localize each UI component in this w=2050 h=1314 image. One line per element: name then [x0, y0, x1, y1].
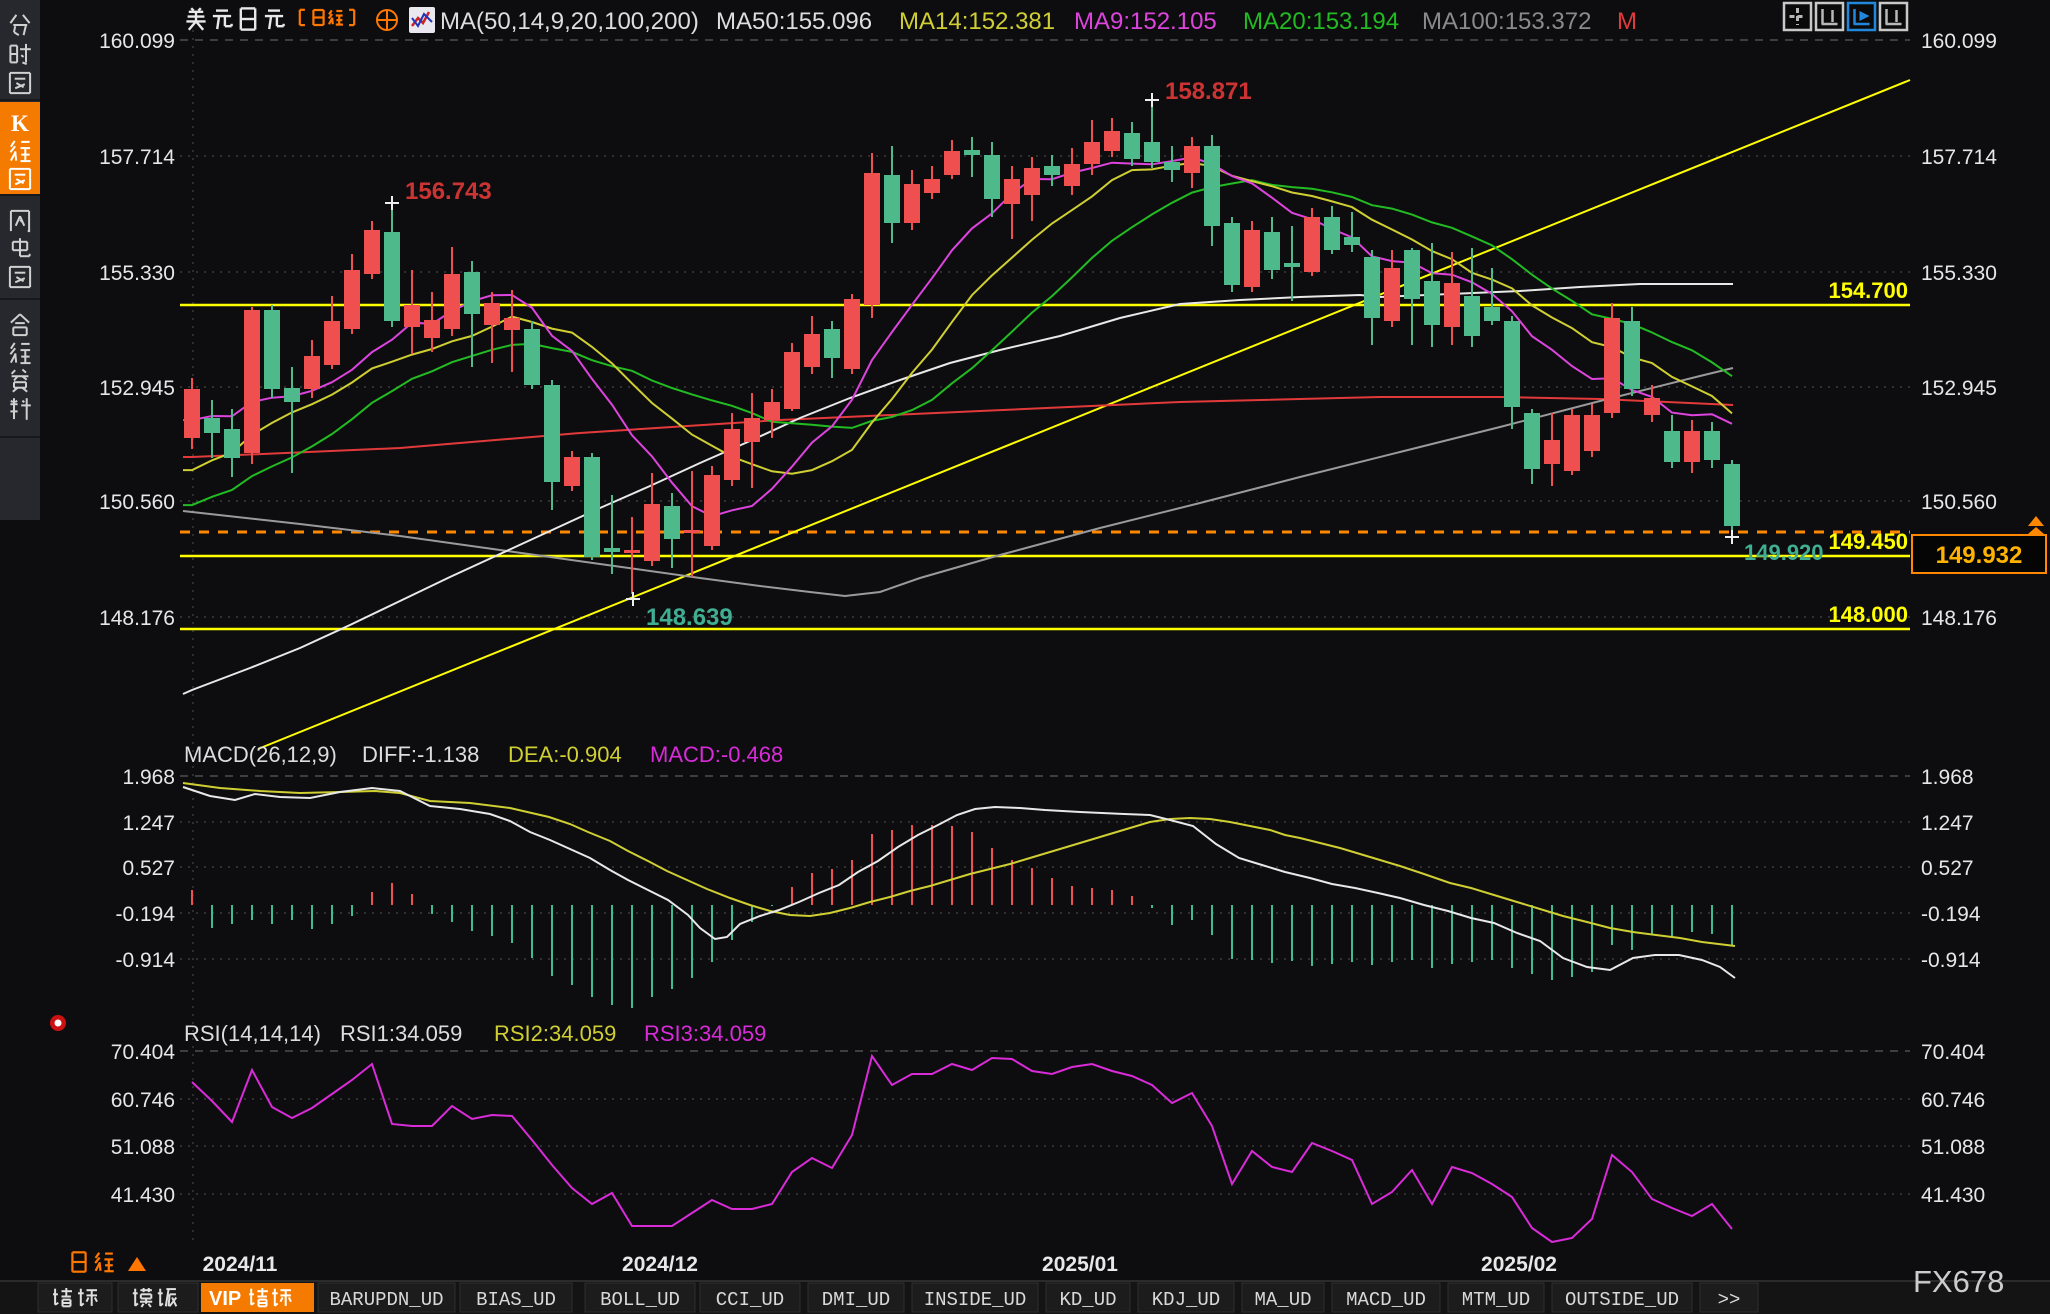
- svg-text:2025/02: 2025/02: [1481, 1253, 1557, 1276]
- svg-text:160.099: 160.099: [1921, 30, 1997, 53]
- svg-text:150.560: 150.560: [1921, 491, 1997, 514]
- svg-text:KD_UD: KD_UD: [1059, 1289, 1116, 1311]
- svg-text:RSI3:34.059: RSI3:34.059: [644, 1021, 766, 1046]
- svg-text:M: M: [1617, 8, 1637, 35]
- svg-text:RSI(14,14,14): RSI(14,14,14): [184, 1021, 321, 1046]
- svg-text:148.176: 148.176: [1921, 607, 1997, 630]
- svg-text:148.639: 148.639: [646, 604, 733, 631]
- svg-text:60.746: 60.746: [1921, 1089, 1985, 1112]
- svg-text:148.000: 148.000: [1828, 602, 1908, 627]
- svg-text:DEA:-0.904: DEA:-0.904: [508, 742, 622, 767]
- svg-text:70.404: 70.404: [111, 1041, 176, 1064]
- svg-text:-0.194: -0.194: [115, 903, 175, 926]
- svg-text:41.430: 41.430: [111, 1184, 175, 1207]
- svg-text:157.714: 157.714: [1921, 146, 1997, 169]
- svg-text:51.088: 51.088: [111, 1136, 175, 1159]
- svg-text:156.743: 156.743: [405, 178, 492, 205]
- svg-text:>>: >>: [1718, 1289, 1741, 1311]
- svg-text:2024/11: 2024/11: [203, 1253, 278, 1276]
- svg-text:1.968: 1.968: [1921, 766, 1974, 789]
- svg-text:158.871: 158.871: [1165, 78, 1252, 105]
- svg-text:60.746: 60.746: [111, 1089, 175, 1112]
- svg-text:-0.914: -0.914: [1921, 949, 1981, 972]
- svg-text:MTM_UD: MTM_UD: [1462, 1289, 1530, 1311]
- svg-text:1.247: 1.247: [122, 812, 175, 835]
- svg-text:DMI_UD: DMI_UD: [822, 1289, 890, 1311]
- svg-text:149.450: 149.450: [1828, 529, 1908, 554]
- svg-text:148.176: 148.176: [99, 607, 175, 630]
- svg-text:MACD_UD: MACD_UD: [1346, 1289, 1426, 1311]
- svg-text:BOLL_UD: BOLL_UD: [600, 1289, 680, 1311]
- svg-text:0.527: 0.527: [122, 857, 175, 880]
- svg-text:51.088: 51.088: [1921, 1136, 1985, 1159]
- svg-text:BARUPDN_UD: BARUPDN_UD: [329, 1289, 443, 1311]
- svg-text:FX678: FX678: [1913, 1264, 2004, 1299]
- svg-text:MA14:152.381: MA14:152.381: [899, 8, 1055, 35]
- svg-text:150.560: 150.560: [99, 491, 175, 514]
- svg-text:0.527: 0.527: [1921, 857, 1974, 880]
- svg-text:MACD(26,12,9): MACD(26,12,9): [184, 742, 337, 767]
- svg-text:KDJ_UD: KDJ_UD: [1152, 1289, 1220, 1311]
- svg-text:154.700: 154.700: [1828, 278, 1908, 303]
- svg-text:CCI_UD: CCI_UD: [716, 1289, 784, 1311]
- svg-text:MA(50,14,9,20,100,200): MA(50,14,9,20,100,200): [440, 8, 699, 35]
- svg-text:DIFF:-1.138: DIFF:-1.138: [362, 742, 479, 767]
- svg-text:MA9:152.105: MA9:152.105: [1074, 8, 1217, 35]
- svg-text:2025/01: 2025/01: [1042, 1253, 1118, 1276]
- svg-text:MA100:153.372: MA100:153.372: [1422, 8, 1591, 35]
- svg-text:157.714: 157.714: [99, 146, 175, 169]
- svg-text:K: K: [11, 111, 29, 136]
- svg-text:155.330: 155.330: [1921, 262, 1997, 285]
- svg-text:149.920: 149.920: [1744, 540, 1824, 565]
- svg-text:1.968: 1.968: [122, 766, 175, 789]
- svg-text:RSI1:34.059: RSI1:34.059: [340, 1021, 462, 1046]
- svg-text:MA20:153.194: MA20:153.194: [1243, 8, 1399, 35]
- svg-text:1.247: 1.247: [1921, 812, 1974, 835]
- svg-text:-0.194: -0.194: [1921, 903, 1981, 926]
- svg-text:152.945: 152.945: [1921, 377, 1997, 400]
- svg-text:MA50:155.096: MA50:155.096: [716, 8, 872, 35]
- svg-text:MACD:-0.468: MACD:-0.468: [650, 742, 783, 767]
- svg-text:2024/12: 2024/12: [622, 1253, 698, 1276]
- svg-text:160.099: 160.099: [99, 30, 175, 53]
- svg-text:MA_UD: MA_UD: [1254, 1289, 1311, 1311]
- svg-text:149.932: 149.932: [1936, 542, 2023, 569]
- svg-text:41.430: 41.430: [1921, 1184, 1985, 1207]
- svg-text:RSI2:34.059: RSI2:34.059: [494, 1021, 616, 1046]
- svg-text:VIP: VIP: [209, 1288, 241, 1310]
- svg-text:INSIDE_UD: INSIDE_UD: [924, 1289, 1027, 1311]
- svg-text:155.330: 155.330: [99, 262, 175, 285]
- svg-text:152.945: 152.945: [99, 377, 175, 400]
- svg-text:BIAS_UD: BIAS_UD: [476, 1289, 556, 1311]
- svg-text:70.404: 70.404: [1921, 1041, 1986, 1064]
- svg-text:-0.914: -0.914: [115, 949, 175, 972]
- svg-text:OUTSIDE_UD: OUTSIDE_UD: [1565, 1289, 1679, 1311]
